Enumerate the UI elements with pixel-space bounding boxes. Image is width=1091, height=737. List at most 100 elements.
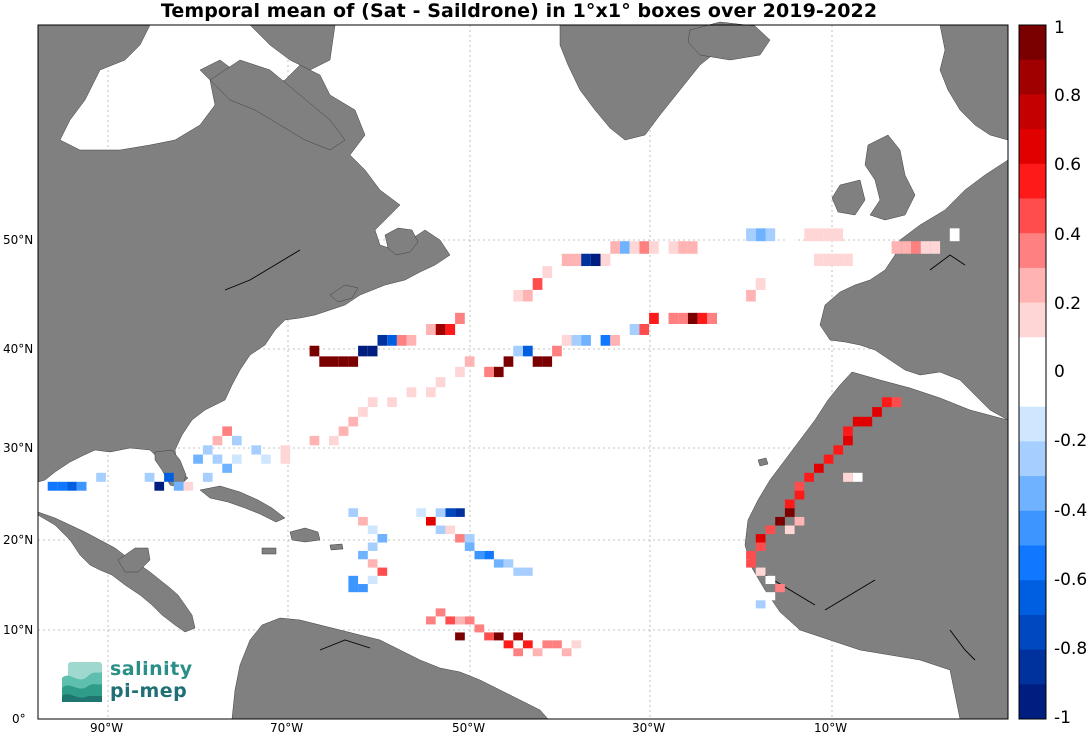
data-cell	[367, 575, 378, 585]
canary-islands-land	[757, 457, 769, 467]
data-cell	[590, 253, 601, 267]
data-cell	[639, 324, 650, 335]
data-cell	[542, 356, 553, 367]
data-cell	[348, 508, 359, 517]
data-cell	[513, 345, 523, 357]
lat-label: 50°N	[3, 233, 34, 247]
data-cell	[455, 632, 465, 641]
colorbar-segment	[1019, 614, 1046, 651]
data-cell	[202, 472, 213, 482]
data-cell	[348, 575, 359, 585]
lon-label: 50°W	[452, 721, 486, 735]
data-cell	[338, 356, 349, 367]
data-cell	[445, 508, 456, 517]
data-cell	[329, 356, 339, 367]
colorbar-tick-label: 0.6	[1054, 155, 1082, 175]
data-cell	[193, 454, 203, 464]
data-cell	[309, 435, 320, 446]
data-cell	[561, 334, 572, 346]
data-cell	[804, 228, 814, 242]
logo-text-salinity: salinity	[110, 658, 193, 680]
data-cell	[484, 366, 494, 378]
lat-label: 10°N	[3, 623, 34, 637]
data-cell	[338, 426, 349, 436]
data-cell	[513, 632, 523, 641]
data-cell	[755, 534, 766, 543]
colorbar-tick-label: -0.8	[1054, 639, 1088, 659]
data-cell	[794, 481, 805, 491]
data-cell	[358, 407, 368, 417]
lat-label: 30°N	[3, 441, 34, 455]
south-america-land	[231, 617, 549, 720]
data-cell	[464, 356, 475, 367]
data-cell	[823, 253, 834, 267]
jamaica-land	[261, 547, 277, 555]
map-title: Temporal mean of (Sat - Saildrone) in 1°…	[160, 0, 878, 22]
land-masses	[37, 21, 1009, 720]
data-cell	[435, 608, 446, 617]
colorbar-tick-label: 0.4	[1054, 225, 1082, 245]
data-cell	[784, 525, 795, 535]
data-cell	[552, 640, 562, 649]
data-cell	[523, 567, 533, 576]
newfoundland-land	[384, 227, 419, 256]
data-cell	[464, 542, 475, 551]
data-cell	[426, 387, 436, 398]
data-cell	[455, 616, 465, 625]
data-cell	[513, 567, 523, 576]
data-cell	[814, 228, 824, 242]
data-cell	[144, 472, 155, 482]
data-cell	[755, 542, 766, 551]
data-cell	[367, 397, 378, 408]
data-cell	[891, 241, 902, 254]
data-cell	[493, 366, 504, 378]
data-cell	[416, 508, 426, 517]
data-cell	[367, 345, 378, 357]
lat-label: 20°N	[3, 533, 34, 547]
data-cell	[794, 516, 805, 526]
data-cell	[309, 345, 320, 357]
colorbar-segment	[1019, 545, 1046, 581]
data-cell	[358, 584, 368, 593]
data-cell	[833, 228, 844, 242]
data-cell	[784, 499, 795, 509]
data-cell	[552, 345, 562, 357]
data-cell	[406, 334, 417, 346]
data-cell	[503, 640, 514, 649]
data-cell	[862, 416, 873, 427]
colorbar-tick-label: -0.2	[1054, 431, 1088, 451]
data-cell	[600, 334, 611, 346]
africa-land	[744, 371, 1009, 720]
colorbar-segment	[1019, 510, 1046, 546]
lat-label: 40°N	[3, 342, 34, 356]
data-cell	[396, 334, 407, 346]
data-cell	[523, 289, 533, 302]
colorbar-frame	[1018, 24, 1047, 720]
colorbar-segment	[1019, 59, 1046, 95]
data-cell	[212, 435, 223, 446]
data-cell	[523, 345, 533, 357]
data-cell	[367, 542, 378, 551]
colorbar	[1019, 25, 1046, 720]
data-cell	[649, 241, 659, 254]
data-cell	[455, 312, 465, 324]
logo-text-pi-mep: pi-mep	[110, 680, 188, 702]
data-cell	[387, 397, 397, 408]
europe-land	[819, 159, 1009, 421]
colorbar-segment	[1019, 684, 1046, 720]
logo-wave-icon	[62, 662, 102, 702]
colorbar-segment	[1019, 649, 1046, 685]
data-cell	[610, 334, 620, 346]
data-cell	[765, 592, 776, 601]
data-cell	[668, 241, 679, 254]
colorbar-tick-label: 0.8	[1054, 86, 1082, 106]
data-cell	[406, 387, 417, 398]
data-cell	[639, 241, 650, 254]
nova-scotia-land	[329, 284, 359, 303]
data-cell	[435, 525, 446, 535]
colorbar-segment	[1019, 337, 1046, 373]
colorbar-tick-label: 1	[1054, 18, 1065, 38]
data-cell	[464, 616, 475, 625]
data-cell	[765, 575, 776, 585]
yucatan-land	[117, 547, 151, 573]
